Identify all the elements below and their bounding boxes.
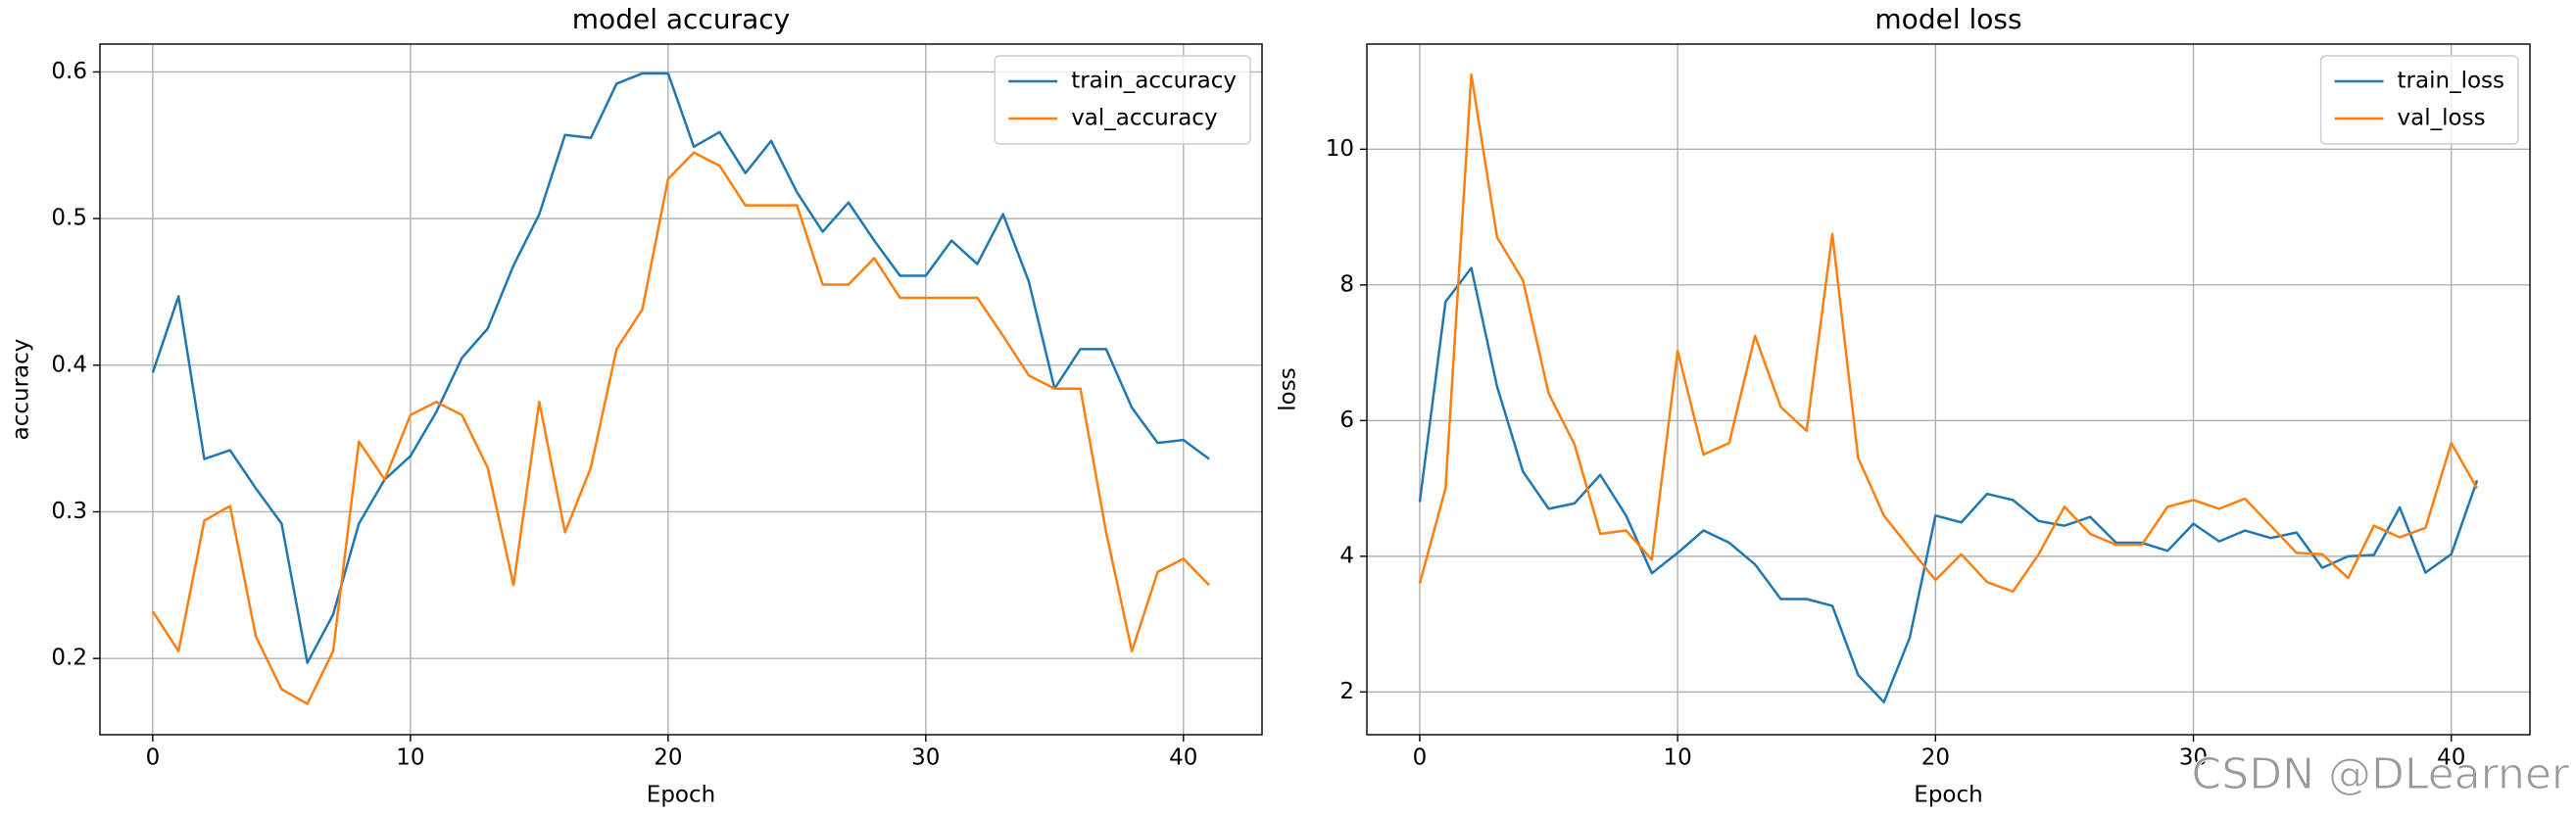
legend-label: val_accuracy: [1071, 106, 1217, 131]
subplot: 0.2 0.3 0.4 0.5 0.6 0 10 20 30 40 model accuracy Ep…: [9, 3, 1263, 808]
y-tick-label: 0.3: [51, 499, 87, 524]
y-tick-label: 2: [1339, 679, 1354, 704]
x-tick-label: 10: [396, 745, 424, 771]
x-axis-label: Epoch: [1914, 783, 1982, 808]
y-axis-label: loss: [1276, 367, 1301, 410]
chart-title: model loss: [1874, 3, 2021, 35]
plot-frame: [99, 43, 1263, 736]
legend-label: train_loss: [2398, 69, 2504, 94]
x-axis-label: Epoch: [647, 783, 715, 808]
legend-box: [994, 55, 1251, 145]
x-tick-label: 30: [911, 745, 940, 771]
legend-label: train_accuracy: [1071, 69, 1237, 94]
data-line: [151, 151, 1210, 705]
y-tick-label: 0.2: [51, 646, 87, 671]
x-tick-label: 40: [1169, 745, 1197, 771]
chart-title: model accuracy: [572, 3, 790, 35]
subplot: 2 4 6 8 10 0 10 20 30 40 model loss Epoch loss train_…: [1276, 3, 2531, 808]
x-tick-label: 40: [2437, 745, 2465, 771]
data-line: [1418, 266, 2479, 704]
x-tick-label: 0: [146, 745, 161, 771]
y-tick-label: 10: [1326, 136, 1354, 162]
y-tick-label: 6: [1339, 408, 1354, 433]
y-tick-label: 0.6: [51, 59, 87, 84]
data-line: [151, 72, 1210, 664]
legend-box: [2319, 55, 2519, 145]
x-tick-label: 10: [1664, 745, 1692, 771]
data-line: [1418, 72, 2479, 594]
x-tick-label: 20: [1921, 745, 1950, 771]
y-axis-label: accuracy: [9, 339, 34, 441]
legend: train_loss val_loss: [2319, 55, 2519, 145]
y-tick-label: 4: [1339, 543, 1354, 568]
legend-label: val_loss: [2398, 106, 2486, 131]
plot-frame: [1366, 43, 2531, 736]
y-tick-label: 0.5: [51, 206, 87, 231]
watermark: CSDN @DLearner: [2192, 749, 2570, 799]
y-tick-label: 0.4: [51, 352, 87, 377]
x-tick-label: 0: [1413, 745, 1428, 771]
legend: train_accuracy val_accuracy: [994, 55, 1251, 145]
x-tick-label: 20: [654, 745, 682, 771]
y-tick-label: 8: [1339, 271, 1354, 297]
x-tick-label: 30: [2179, 745, 2208, 771]
